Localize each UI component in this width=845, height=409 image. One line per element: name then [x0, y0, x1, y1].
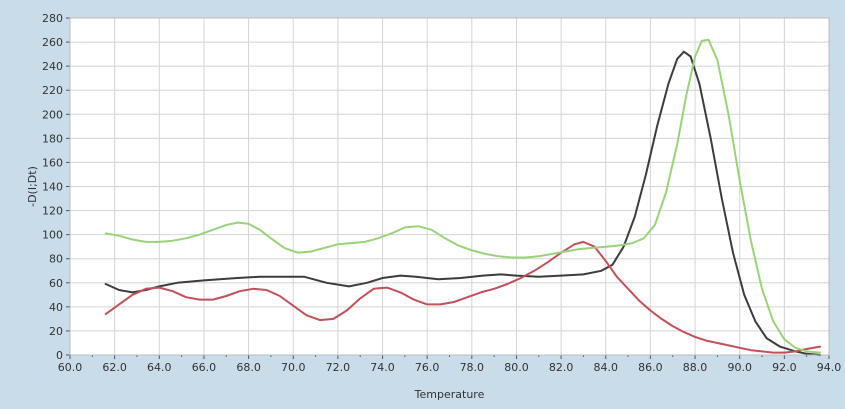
series-line-1: [104, 50, 822, 356]
y-tick-label: 0: [56, 349, 63, 362]
y-tick-label: 260: [42, 36, 63, 49]
x-tick-label: 88.0: [683, 361, 708, 374]
x-tick-label: 68.0: [236, 361, 261, 374]
y-tick-label: 40: [49, 301, 63, 314]
y-axis-label: -D(I;Dt): [26, 166, 39, 207]
x-tick-label: 64.0: [147, 361, 172, 374]
x-tick-label: 74.0: [370, 361, 395, 374]
y-tick-label: 160: [42, 156, 63, 169]
x-tick-label: 78.0: [460, 361, 485, 374]
x-tick-label: 92.0: [772, 361, 797, 374]
y-tick-label: 200: [42, 108, 63, 121]
x-tick-label: 94.0: [817, 361, 842, 374]
x-tick-label: 60.0: [58, 361, 83, 374]
x-tick-label: 80.0: [504, 361, 529, 374]
y-tick-label: 220: [42, 84, 63, 97]
series-line-3: [104, 38, 822, 354]
y-tick-label: 60: [49, 277, 63, 290]
y-tick-label: 140: [42, 181, 63, 194]
y-tick-label: 240: [42, 60, 63, 73]
axes: 60.0 62.0 64.0 66.0 68.0 70.0 72.0 74.0 76.0 78.0…: [42, 12, 841, 374]
x-tick-label: 70.0: [281, 361, 306, 374]
y-tick-label: 180: [42, 132, 63, 145]
x-tick-label: 66.0: [192, 361, 217, 374]
y-tick-label: 20: [49, 325, 63, 338]
y-tick-label: 80: [49, 253, 63, 266]
y-tick-label: 100: [42, 229, 63, 242]
plot-border: [69, 17, 830, 356]
y-tick-label: 120: [42, 205, 63, 218]
x-tick-label: 86.0: [638, 361, 663, 374]
y-tick-label: 280: [42, 12, 63, 25]
x-axis-label: Temperature: [414, 388, 485, 401]
x-tick-label: 76.0: [415, 361, 440, 374]
x-tick-label: 90.0: [727, 361, 752, 374]
series-layer: [104, 38, 822, 356]
x-tick-label: 84.0: [594, 361, 619, 374]
x-tick-label: 72.0: [326, 361, 351, 374]
x-tick-label: 82.0: [549, 361, 574, 374]
x-tick-label: 62.0: [102, 361, 127, 374]
series-line-2: [104, 240, 822, 354]
